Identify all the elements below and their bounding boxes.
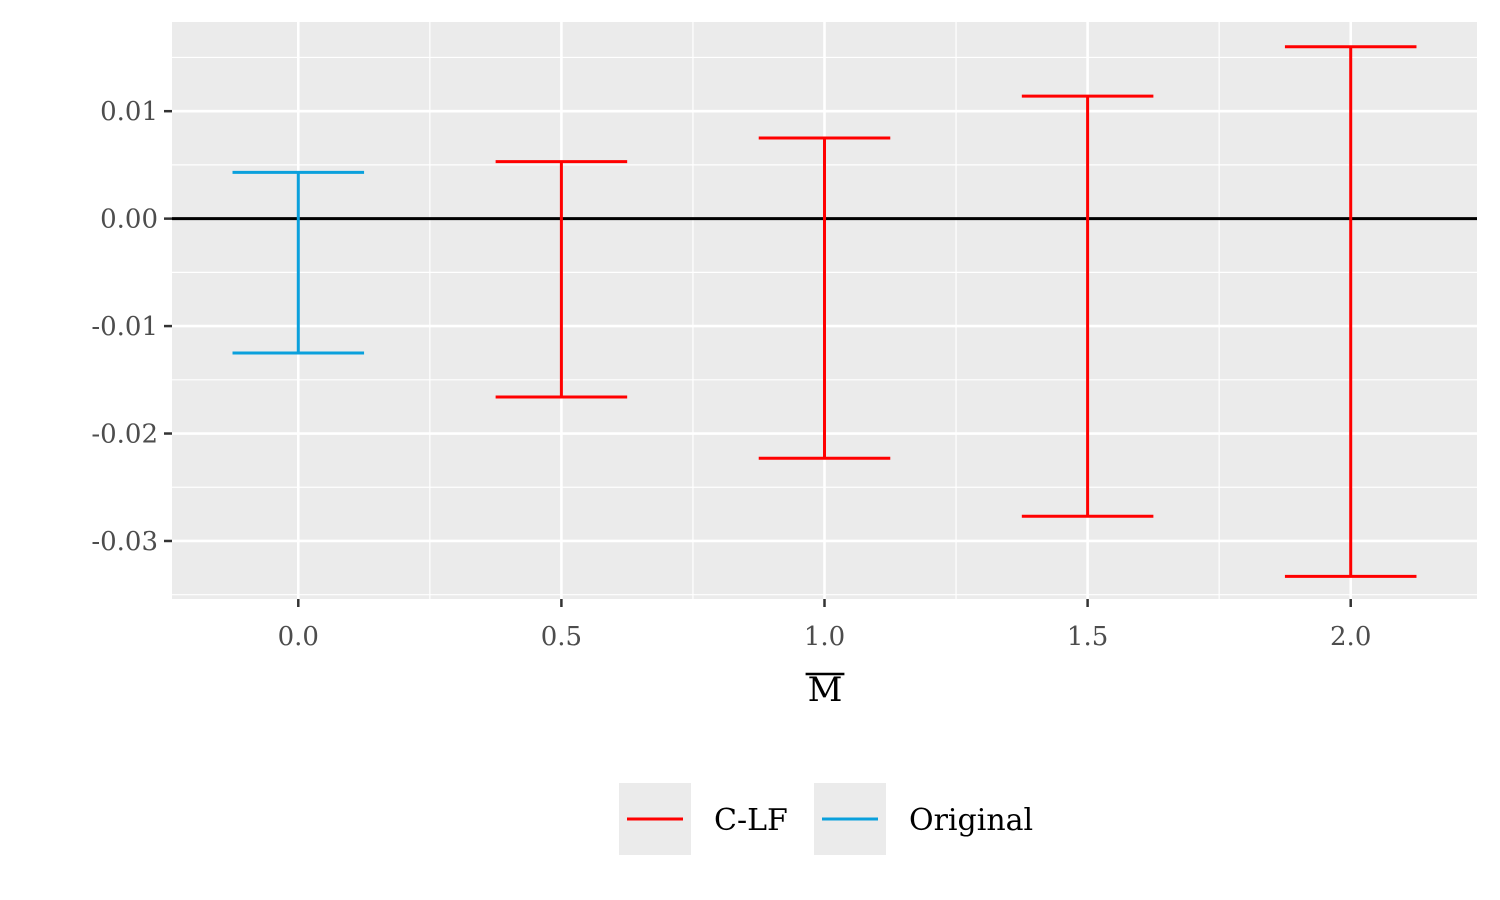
legend-label: Original xyxy=(909,803,1033,838)
legend: C-LF Original xyxy=(619,783,1033,855)
errorbar-original xyxy=(232,170,365,355)
y-tick-label: 0.00 xyxy=(100,205,158,235)
x-tick-label: 1.5 xyxy=(1067,622,1108,652)
errorbar-c-lf xyxy=(1284,45,1417,578)
legend-item-original: Original xyxy=(814,783,1033,855)
x-tick-label: 0.5 xyxy=(541,622,582,652)
legend-item-c-lf: C-LF xyxy=(619,783,788,855)
y-tick-label: -0.02 xyxy=(91,420,158,450)
y-tick-label: -0.01 xyxy=(91,312,158,342)
errorbar-c-lf xyxy=(1021,94,1154,518)
error-bars xyxy=(232,45,1417,578)
y-tick-label: -0.03 xyxy=(91,527,158,557)
legend-label: C-LF xyxy=(714,803,788,838)
x-tick-label: 2.0 xyxy=(1330,622,1371,652)
x-axis-title: M xyxy=(808,670,843,710)
x-axis: 0.0 0.5 1.0 1.5 2.0 xyxy=(278,599,1371,652)
y-axis: 0.01 0.00 -0.01 -0.02 -0.03 xyxy=(91,97,172,557)
x-tick-label: 0.0 xyxy=(278,622,319,652)
errorbar-c-lf xyxy=(495,160,628,399)
errorbar-c-lf xyxy=(758,136,891,460)
y-tick-label: 0.01 xyxy=(100,97,158,127)
x-tick-label: 1.0 xyxy=(804,622,845,652)
